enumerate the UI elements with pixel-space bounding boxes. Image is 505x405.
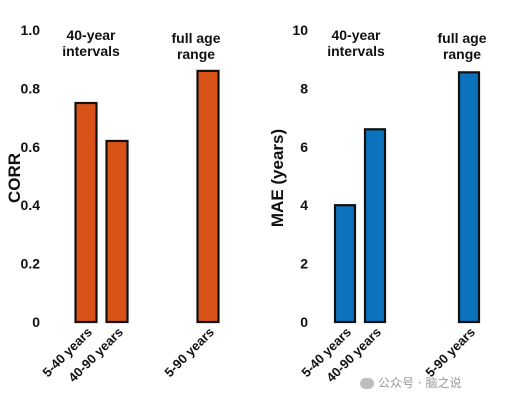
y-tick-label: 2 (300, 256, 308, 272)
y-tick-label: 4 (300, 197, 308, 213)
bar-5-40-years (333, 204, 357, 324)
bar-5-40-years (74, 101, 98, 324)
mae-y-ticks: 0 2 4 6 8 10 (292, 22, 308, 330)
mae-annotation-40yr: 40-year intervals (327, 27, 385, 59)
bar-40-90-years (363, 128, 387, 324)
corr-annotation-40yr: 40-year intervals (62, 27, 120, 59)
y-tick-label: 0.2 (21, 256, 41, 272)
y-tick-label: 0.6 (21, 139, 41, 155)
bar-5-90-years (457, 71, 481, 324)
x-tick-label: 5-90 years (422, 324, 478, 380)
corr-bars (74, 69, 220, 324)
watermark: 公众号 · 脑之说 (360, 374, 461, 391)
y-tick-label: 8 (300, 80, 308, 96)
x-tick-label: 5-90 years (161, 324, 217, 380)
corr-annotation-full: full age range (171, 30, 220, 62)
y-tick-label: 6 (300, 139, 308, 155)
y-tick-label: 0.8 (21, 80, 41, 96)
corr-y-ticks: 0 0.2 0.4 0.6 0.8 1.0 (21, 22, 41, 330)
watermark-text: 公众号 · 脑之说 (378, 376, 462, 390)
y-tick-label: 0 (300, 314, 308, 330)
mae-annotation-full: full age range (437, 30, 486, 62)
mae-bars (333, 71, 481, 324)
bar-40-90-years (105, 139, 129, 324)
mae-y-axis-title: MAE (years) (268, 129, 287, 227)
corr-y-axis-title: CORR (5, 153, 24, 203)
bar-5-90-years (196, 69, 220, 324)
y-tick-label: 0 (32, 314, 40, 330)
y-tick-label: 0.4 (21, 197, 41, 213)
y-tick-label: 10 (292, 22, 308, 38)
y-tick-label: 1.0 (21, 22, 41, 38)
wechat-icon (360, 378, 374, 389)
